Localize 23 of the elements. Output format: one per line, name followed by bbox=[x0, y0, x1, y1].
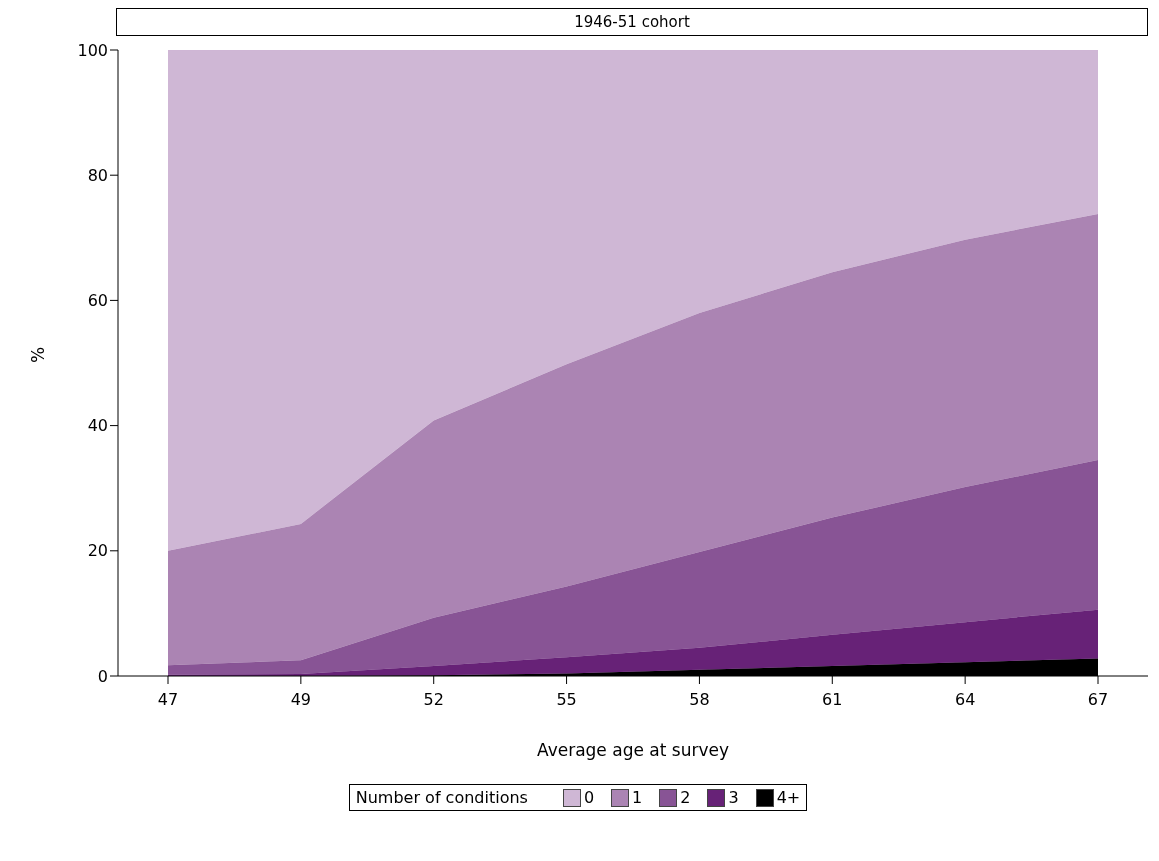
legend-title: Number of conditions bbox=[355, 788, 528, 807]
x-tick-label: 67 bbox=[1087, 690, 1109, 710]
legend-label: 3 bbox=[728, 788, 739, 807]
y-tick-label: 40 bbox=[87, 416, 108, 436]
y-tick-label: 20 bbox=[87, 541, 108, 561]
legend-label: 0 bbox=[583, 788, 595, 807]
x-tick-label: 55 bbox=[556, 690, 577, 710]
x-tick-label: 64 bbox=[954, 690, 976, 710]
y-axis-title: % bbox=[28, 346, 49, 363]
x-tick-label: 49 bbox=[290, 690, 312, 710]
legend-label: 4+ bbox=[776, 788, 801, 807]
x-tick-label: 61 bbox=[822, 690, 843, 710]
y-tick-label: 60 bbox=[87, 291, 108, 311]
y-tick-label: 80 bbox=[87, 165, 108, 185]
y-tick-label: 100 bbox=[77, 40, 108, 60]
x-axis-title: Average age at survey bbox=[537, 740, 729, 760]
y-tick-label: 0 bbox=[97, 666, 108, 686]
legend-label: 2 bbox=[680, 788, 691, 807]
legend-label: 1 bbox=[632, 788, 643, 807]
chart-title: 1946-51 cohort bbox=[116, 8, 1148, 36]
x-tick-label: 58 bbox=[689, 690, 710, 710]
x-tick-label: 52 bbox=[423, 690, 444, 710]
x-tick-label: 47 bbox=[157, 690, 179, 710]
